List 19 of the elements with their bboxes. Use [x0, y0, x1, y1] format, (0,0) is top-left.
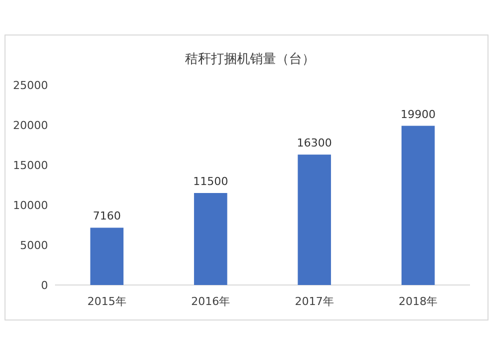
x-tick-label: 2017年: [294, 295, 334, 308]
y-tick-label: 5000: [20, 238, 48, 252]
data-label: 7160: [92, 210, 121, 223]
y-tick-label: 10000: [13, 198, 48, 212]
x-tick-label: 2016年: [191, 295, 230, 308]
data-label: 19900: [400, 108, 436, 121]
x-tick-label: 2018年: [398, 295, 438, 308]
chart-title: 秸秆打捆机销量（台）: [185, 52, 315, 67]
data-label: 11500: [193, 175, 228, 188]
y-tick-label: 0: [41, 278, 48, 292]
bar: [298, 154, 331, 285]
bar: [402, 126, 435, 285]
x-tick-label: 2015年: [87, 295, 126, 308]
y-tick-label: 15000: [13, 158, 48, 172]
bar: [194, 193, 228, 285]
y-tick-label: 20000: [13, 118, 48, 132]
bar: [90, 228, 124, 285]
data-label: 16300: [296, 136, 332, 150]
y-tick-label: 25000: [13, 78, 48, 92]
